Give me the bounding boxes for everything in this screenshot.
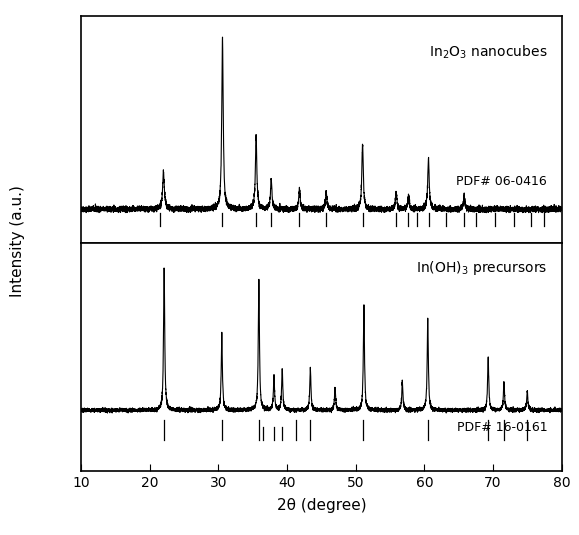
Text: Intensity (a.u.): Intensity (a.u.) (10, 185, 25, 297)
Text: PDF# 16-0161: PDF# 16-0161 (457, 421, 547, 434)
Text: In(OH)$_3$ precursors: In(OH)$_3$ precursors (416, 259, 547, 277)
X-axis label: 2θ (degree): 2θ (degree) (277, 498, 366, 513)
Text: PDF# 06-0416: PDF# 06-0416 (456, 175, 547, 188)
Text: In$_2$O$_3$ nanocubes: In$_2$O$_3$ nanocubes (428, 43, 547, 61)
